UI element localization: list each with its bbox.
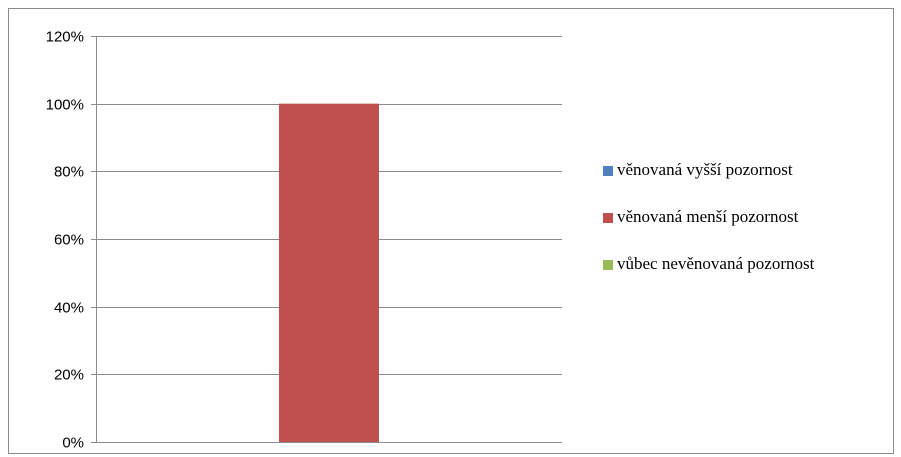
y-tick-label: 120% xyxy=(46,29,84,46)
y-tick-label: 0% xyxy=(62,435,84,452)
y-tick-label: 100% xyxy=(46,97,84,114)
chart-svg: 0% 20% 40% 60% 80% 100% 120% xyxy=(46,29,562,452)
y-tick-label: 80% xyxy=(54,164,84,181)
legend-label: věnovaná vyšší pozornost xyxy=(617,160,793,179)
legend-label: vůbec nevěnovaná pozornost xyxy=(617,254,815,273)
legend-item: věnovaná vyšší pozornost xyxy=(603,159,893,180)
legend-label: věnovaná menší pozornost xyxy=(617,207,799,226)
bar xyxy=(279,103,379,443)
y-tick-labels: 0% 20% 40% 60% 80% 100% 120% xyxy=(46,29,84,452)
bars xyxy=(279,103,379,443)
legend-swatch xyxy=(603,260,613,270)
chart-frame: 0% 20% 40% 60% 80% 100% 120% věnovaná vyšší po… xyxy=(8,8,894,454)
legend-item: vůbec nevěnovaná pozornost xyxy=(603,253,893,274)
legend-swatch xyxy=(603,166,613,176)
y-tick-label: 20% xyxy=(54,367,84,384)
y-tick-label: 40% xyxy=(54,300,84,317)
axes xyxy=(91,36,562,443)
legend-swatch xyxy=(603,213,613,223)
y-tick-label: 60% xyxy=(54,232,84,249)
legend: věnovaná vyšší pozornost věnovaná menší … xyxy=(603,159,893,300)
legend-item: věnovaná menší pozornost xyxy=(603,206,893,227)
